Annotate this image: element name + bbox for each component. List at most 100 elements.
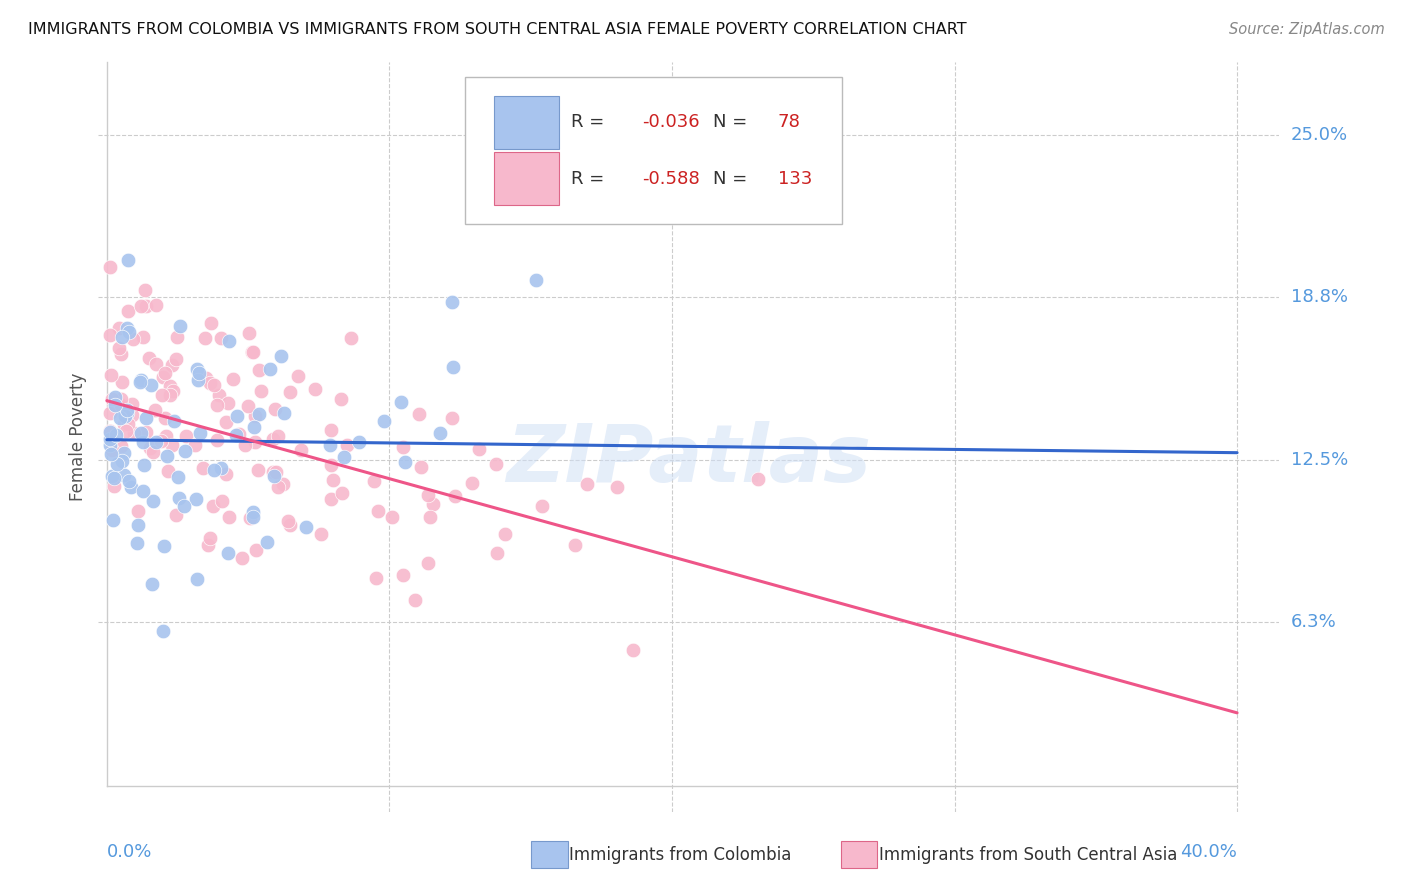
Point [322,474,344,488]
Point [249,384,271,398]
Text: -0.588: -0.588 [641,169,699,187]
Point [186,573,208,587]
Point [105,428,128,442]
Point [389,395,412,409]
Point [163,414,186,428]
Point [115,424,138,438]
Text: N =: N = [713,113,752,131]
Point [135,299,157,313]
Point [217,395,239,409]
Point [165,508,187,523]
Point [202,463,225,477]
Point [419,509,441,524]
Point [121,408,143,422]
Point [110,392,132,407]
Point [101,392,124,406]
Point [117,304,139,318]
Point [115,403,138,417]
Point [187,374,209,388]
Point [174,444,197,458]
Point [134,284,156,298]
Point [381,510,404,524]
Point [530,499,553,513]
Point [209,461,232,475]
Point [330,485,353,500]
Point [135,425,157,439]
Point [110,439,132,453]
Text: 25.0%: 25.0% [1291,127,1348,145]
Point [245,543,267,558]
Point [318,438,340,452]
Point [242,345,264,359]
Point [208,387,231,401]
Point [242,505,264,519]
FancyBboxPatch shape [494,96,560,149]
Point [205,433,228,447]
Point [228,426,250,441]
Point [330,392,353,407]
Point [162,384,184,398]
Point [319,423,342,437]
Point [132,330,155,344]
Point [336,438,359,452]
Point [98,432,121,446]
Point [100,328,122,343]
Point [108,341,131,355]
Point [259,362,281,376]
Point [108,411,131,425]
FancyBboxPatch shape [494,153,560,205]
Text: -0.036: -0.036 [641,113,699,131]
Point [145,357,167,371]
Point [747,472,769,486]
Point [247,463,270,477]
Point [444,489,467,503]
Point [264,465,287,479]
Point [174,429,197,443]
Point [100,469,122,483]
Point [186,361,208,376]
Point [367,503,389,517]
Point [278,518,301,533]
Point [160,438,183,452]
Point [207,398,229,412]
Point [184,438,207,452]
Point [155,411,177,425]
Point [100,447,122,461]
Point [98,425,121,439]
Point [120,480,142,494]
Point [233,438,256,452]
Point [461,476,484,491]
Point [194,331,217,345]
Point [117,253,139,268]
Text: ZIPatlas: ZIPatlas [506,420,872,499]
Point [128,375,150,389]
Point [166,330,188,344]
Point [142,493,165,508]
Text: 40.0%: 40.0% [1180,843,1237,861]
Point [441,359,464,374]
Point [404,593,426,607]
Point [138,351,160,366]
Point [184,491,207,506]
Point [264,401,287,416]
Point [333,450,356,464]
Point [422,497,444,511]
Point [494,527,516,541]
Point [273,406,295,420]
Point [200,316,222,330]
Point [112,467,135,482]
Point [222,372,245,386]
Point [621,642,644,657]
Point [278,385,301,400]
Point [110,347,132,361]
Point [270,350,292,364]
Point [101,443,124,458]
Point [145,298,167,312]
Point [149,434,172,449]
Point [214,415,236,429]
Point [153,539,176,553]
Point [215,467,238,481]
Point [231,550,253,565]
Point [267,480,290,494]
Point [202,378,225,392]
